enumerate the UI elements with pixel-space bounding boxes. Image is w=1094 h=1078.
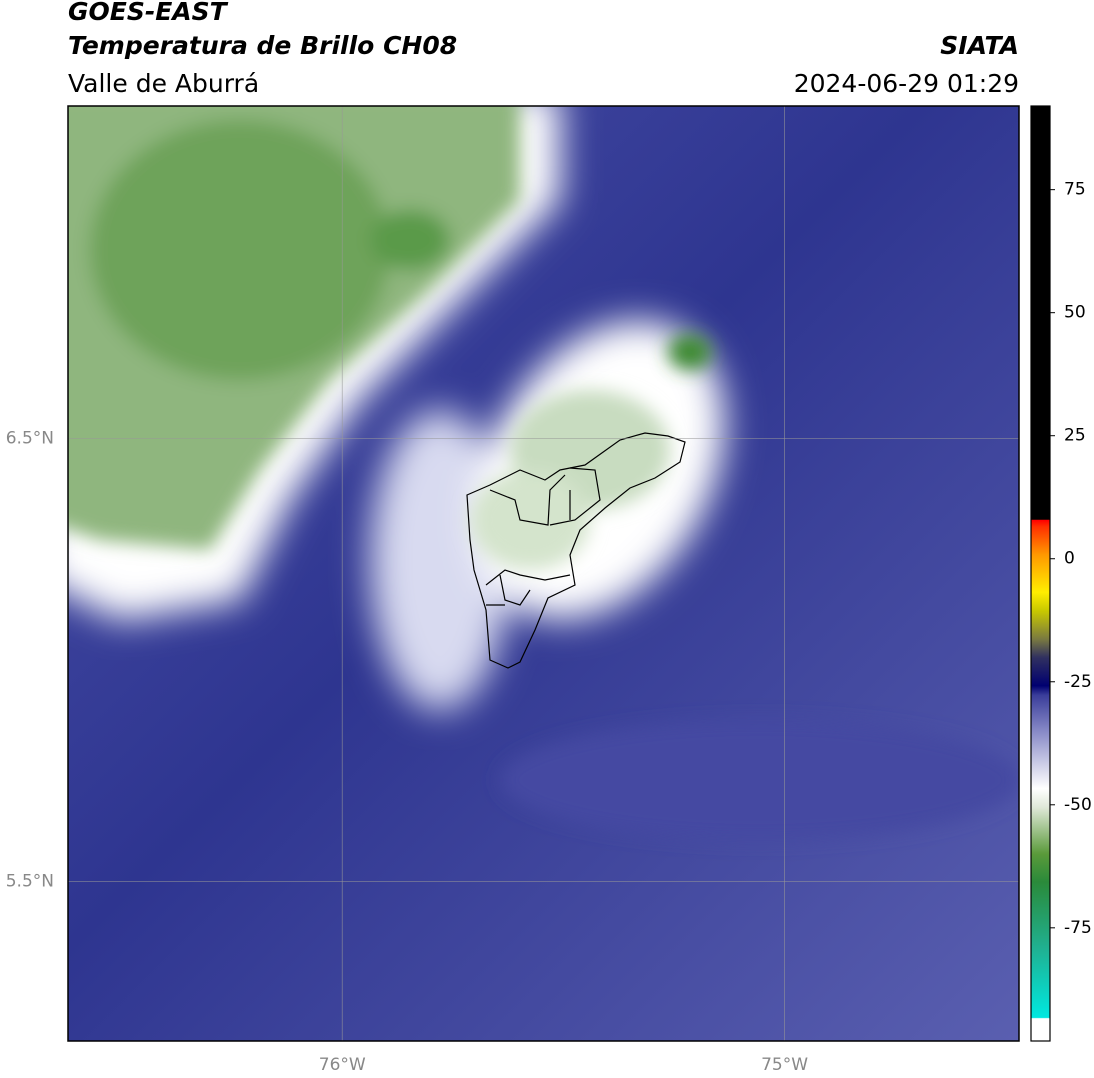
x-tick-label: 75°W	[761, 1055, 808, 1075]
subtitle: Temperatura de Brillo CH08	[68, 31, 457, 60]
colorbar-tick-label: 50	[1064, 303, 1086, 323]
colorbar-tick-label: 75	[1064, 180, 1086, 200]
valle-outline	[466, 432, 686, 669]
region: Valle de Aburrá	[68, 69, 259, 98]
x-tick-label: 76°W	[319, 1055, 366, 1075]
colorbar-tick-label: 25	[1064, 426, 1086, 446]
colorbar-tick-label: -50	[1064, 795, 1092, 815]
map-frame	[67, 105, 1020, 1042]
colorbar	[1030, 105, 1051, 1042]
colorbar-tick-label: 0	[1064, 549, 1075, 569]
y-tick-label: 5.5°N	[6, 871, 54, 891]
title: GOES-EAST	[68, 0, 229, 26]
source: SIATA	[940, 31, 1019, 60]
y-tick-label: 6.5°N	[6, 428, 54, 448]
grid	[68, 106, 1019, 1041]
colorbar-tick-label: -25	[1064, 672, 1092, 692]
datetime: 2024-06-29 01:29	[794, 69, 1019, 98]
colorbar-tick-label: -75	[1064, 918, 1092, 938]
satellite-image	[68, 106, 1019, 1041]
